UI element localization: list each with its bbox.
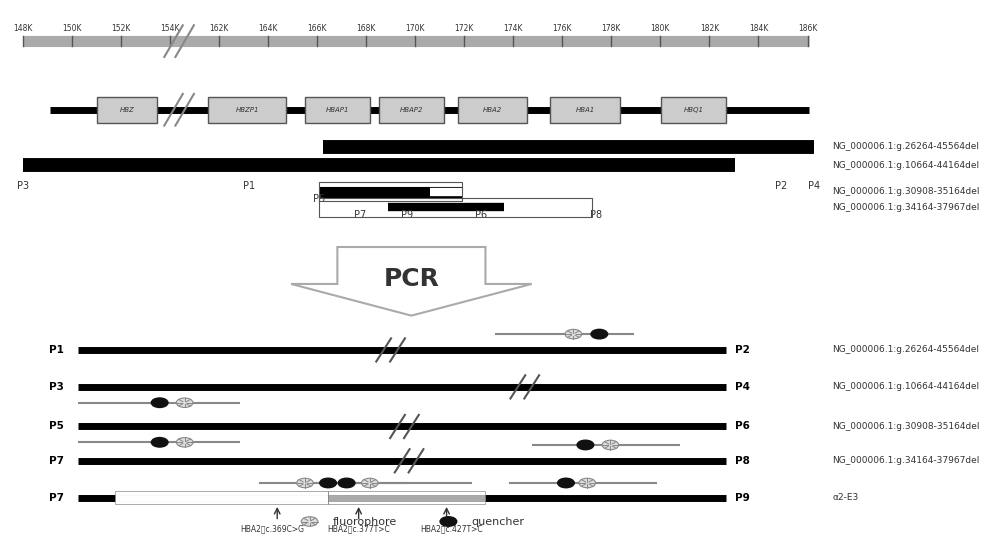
Text: P3: P3 <box>49 382 64 392</box>
Text: 176K: 176K <box>553 24 572 33</box>
Text: 170K: 170K <box>405 24 425 33</box>
Text: 154K: 154K <box>160 24 180 33</box>
Text: P7: P7 <box>49 456 64 466</box>
Text: HBQ1: HBQ1 <box>684 107 704 113</box>
Text: NG_000006.1:g.26264-45564del: NG_000006.1:g.26264-45564del <box>833 345 980 355</box>
Text: 164K: 164K <box>258 24 278 33</box>
Circle shape <box>151 398 168 407</box>
Text: HBAP2: HBAP2 <box>400 107 423 113</box>
Text: 150K: 150K <box>62 24 81 33</box>
Text: 148K: 148K <box>13 24 32 33</box>
Text: HBA2: HBA2 <box>483 107 502 113</box>
Text: P4: P4 <box>808 181 820 191</box>
Text: P7: P7 <box>354 210 367 220</box>
Text: 166K: 166K <box>307 24 327 33</box>
Text: HBA2：c.369C>G: HBA2：c.369C>G <box>241 524 305 533</box>
Text: NG_000006.1:g.30908-35164del: NG_000006.1:g.30908-35164del <box>833 187 980 196</box>
Text: HBZP1: HBZP1 <box>235 107 259 113</box>
FancyBboxPatch shape <box>208 96 286 123</box>
Text: P1: P1 <box>49 345 64 355</box>
Text: P7: P7 <box>49 493 64 503</box>
Text: P2: P2 <box>775 181 788 191</box>
Bar <box>319 198 592 217</box>
Text: P9: P9 <box>735 493 750 503</box>
Text: PCR: PCR <box>383 267 439 291</box>
Circle shape <box>602 440 619 450</box>
Text: HBAP1: HBAP1 <box>326 107 349 113</box>
Text: 162K: 162K <box>209 24 229 33</box>
Text: 174K: 174K <box>503 24 523 33</box>
Text: P6: P6 <box>475 210 487 220</box>
FancyBboxPatch shape <box>97 96 157 123</box>
Circle shape <box>320 478 336 488</box>
Text: HBA1: HBA1 <box>575 107 595 113</box>
Bar <box>319 182 462 201</box>
Text: 172K: 172K <box>454 24 474 33</box>
Text: P2: P2 <box>735 345 750 355</box>
Circle shape <box>297 478 313 488</box>
Circle shape <box>338 478 355 488</box>
Text: 186K: 186K <box>798 24 817 33</box>
Text: NG_000006.1:g.34164-37967del: NG_000006.1:g.34164-37967del <box>833 203 980 212</box>
Text: HBA2：c.427T>C: HBA2：c.427T>C <box>420 524 483 533</box>
Text: P5: P5 <box>49 421 64 432</box>
Circle shape <box>440 517 457 526</box>
Text: quencher: quencher <box>472 516 525 527</box>
Circle shape <box>301 517 318 526</box>
FancyBboxPatch shape <box>458 96 527 123</box>
Circle shape <box>151 438 168 447</box>
Text: NG_000006.1:g.26264-45564del: NG_000006.1:g.26264-45564del <box>833 142 980 151</box>
Text: HBA2：c.377T>C: HBA2：c.377T>C <box>327 524 390 533</box>
Text: NG_000006.1:g.10664-44164del: NG_000006.1:g.10664-44164del <box>833 161 980 170</box>
Text: 182K: 182K <box>700 24 719 33</box>
FancyBboxPatch shape <box>661 96 726 123</box>
Text: 178K: 178K <box>602 24 621 33</box>
FancyBboxPatch shape <box>550 96 620 123</box>
Circle shape <box>558 478 574 488</box>
Text: P1: P1 <box>243 181 255 191</box>
FancyArrow shape <box>291 247 532 316</box>
Text: NG_000006.1:g.30908-35164del: NG_000006.1:g.30908-35164del <box>833 422 980 431</box>
Text: P6: P6 <box>735 421 750 432</box>
Text: 180K: 180K <box>651 24 670 33</box>
Circle shape <box>579 478 596 488</box>
Text: fluorophore: fluorophore <box>333 516 397 527</box>
Bar <box>115 492 328 504</box>
Circle shape <box>591 329 608 339</box>
Circle shape <box>176 398 193 407</box>
Text: NG_000006.1:g.10664-44164del: NG_000006.1:g.10664-44164del <box>833 382 980 391</box>
FancyBboxPatch shape <box>379 96 444 123</box>
Bar <box>328 492 485 504</box>
Text: 152K: 152K <box>111 24 130 33</box>
Text: P3: P3 <box>17 181 29 191</box>
Text: P8: P8 <box>590 210 603 220</box>
Text: P5: P5 <box>313 195 325 204</box>
Text: HBZ: HBZ <box>119 107 134 113</box>
Circle shape <box>361 478 378 488</box>
Circle shape <box>176 438 193 447</box>
Text: NG_000006.1:g.34164-37967del: NG_000006.1:g.34164-37967del <box>833 457 980 465</box>
FancyBboxPatch shape <box>305 96 370 123</box>
Text: 184K: 184K <box>749 24 768 33</box>
Text: P8: P8 <box>735 456 750 466</box>
Text: α2-E3: α2-E3 <box>833 493 859 502</box>
Text: P4: P4 <box>735 382 750 392</box>
Circle shape <box>565 329 582 339</box>
Text: P9: P9 <box>401 210 413 220</box>
Circle shape <box>577 440 594 450</box>
Text: 168K: 168K <box>356 24 376 33</box>
